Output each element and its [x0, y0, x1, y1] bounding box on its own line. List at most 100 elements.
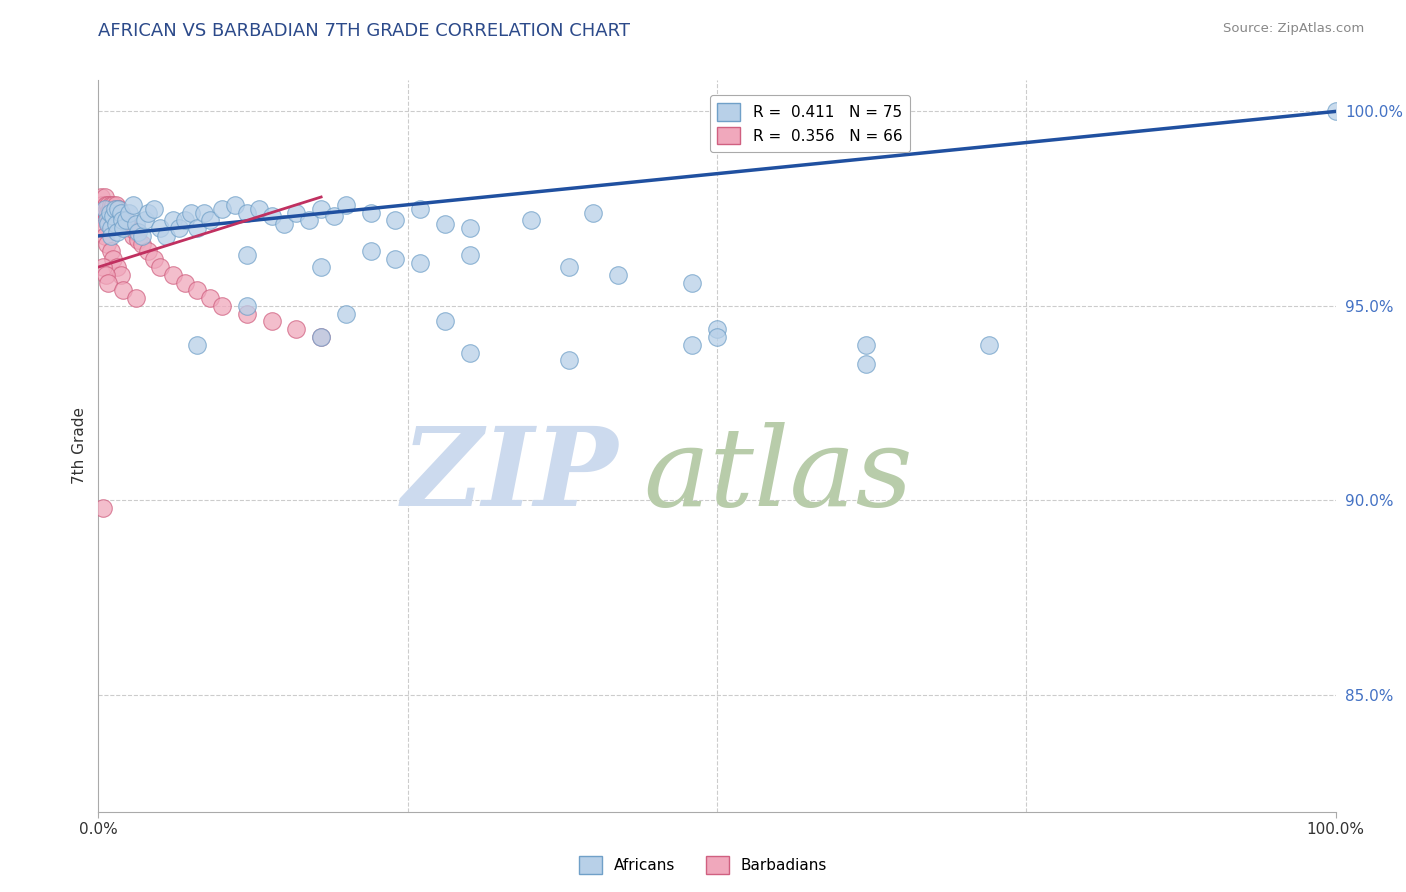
- Point: [105, 202, 128, 216]
- Point: [118, 221, 141, 235]
- Point: [94, 268, 117, 282]
- Point: [167, 221, 190, 235]
- Point: [136, 205, 159, 219]
- Point: [97, 217, 120, 231]
- Point: [112, 284, 135, 298]
- Point: [174, 213, 197, 227]
- Point: [100, 228, 122, 243]
- Point: [285, 322, 308, 336]
- Point: [114, 213, 136, 227]
- Point: [100, 205, 122, 219]
- Point: [97, 198, 120, 212]
- Point: [384, 252, 406, 267]
- Point: [100, 198, 122, 212]
- Point: [105, 210, 128, 224]
- Point: [107, 205, 129, 219]
- Point: [93, 202, 115, 216]
- Point: [198, 291, 221, 305]
- Point: [93, 228, 115, 243]
- Point: [979, 338, 1001, 352]
- Point: [110, 268, 132, 282]
- Point: [186, 221, 208, 235]
- Point: [98, 205, 121, 219]
- Point: [136, 244, 159, 259]
- Point: [104, 198, 127, 212]
- Point: [101, 202, 124, 216]
- Point: [211, 202, 233, 216]
- Point: [97, 205, 120, 219]
- Point: [103, 198, 125, 212]
- Point: [298, 213, 321, 227]
- Point: [124, 217, 146, 231]
- Point: [149, 221, 172, 235]
- Point: [681, 276, 703, 290]
- Point: [273, 217, 295, 231]
- Point: [143, 202, 166, 216]
- Point: [458, 248, 481, 262]
- Point: [122, 228, 145, 243]
- Point: [127, 225, 149, 239]
- Point: [93, 190, 115, 204]
- Point: [122, 198, 145, 212]
- Point: [360, 205, 382, 219]
- Point: [260, 314, 283, 328]
- Point: [236, 299, 259, 313]
- Point: [335, 307, 357, 321]
- Point: [96, 236, 118, 251]
- Point: [112, 221, 135, 235]
- Point: [458, 221, 481, 235]
- Point: [322, 210, 344, 224]
- Point: [236, 307, 259, 321]
- Point: [103, 202, 125, 216]
- Point: [112, 213, 135, 227]
- Point: [127, 233, 149, 247]
- Point: [96, 213, 118, 227]
- Text: AFRICAN VS BARBADIAN 7TH GRADE CORRELATION CHART: AFRICAN VS BARBADIAN 7TH GRADE CORRELATI…: [98, 22, 630, 40]
- Text: atlas: atlas: [643, 422, 912, 529]
- Point: [384, 213, 406, 227]
- Point: [681, 338, 703, 352]
- Point: [98, 202, 121, 216]
- Point: [360, 244, 382, 259]
- Point: [118, 205, 141, 219]
- Point: [706, 322, 728, 336]
- Point: [124, 291, 146, 305]
- Point: [93, 202, 115, 216]
- Point: [155, 228, 177, 243]
- Point: [94, 213, 117, 227]
- Point: [105, 225, 128, 239]
- Point: [174, 276, 197, 290]
- Point: [409, 202, 432, 216]
- Point: [131, 236, 153, 251]
- Point: [97, 276, 120, 290]
- Point: [211, 299, 233, 313]
- Point: [103, 202, 125, 216]
- Point: [93, 210, 115, 224]
- Point: [93, 202, 115, 216]
- Point: [103, 210, 125, 224]
- Point: [309, 202, 332, 216]
- Point: [162, 268, 184, 282]
- Point: [706, 330, 728, 344]
- Point: [260, 210, 283, 224]
- Point: [131, 228, 153, 243]
- Point: [186, 284, 208, 298]
- Point: [100, 244, 122, 259]
- Point: [93, 501, 115, 516]
- Text: ZIP: ZIP: [402, 422, 619, 529]
- Point: [110, 205, 132, 219]
- Point: [103, 252, 125, 267]
- Point: [91, 198, 114, 212]
- Point: [582, 205, 605, 219]
- Point: [96, 202, 118, 216]
- Point: [98, 210, 121, 224]
- Point: [94, 198, 117, 212]
- Point: [180, 205, 202, 219]
- Point: [193, 205, 215, 219]
- Point: [107, 213, 129, 227]
- Point: [111, 213, 134, 227]
- Point: [236, 205, 259, 219]
- Point: [458, 345, 481, 359]
- Point: [101, 210, 124, 224]
- Legend: R =  0.411   N = 75, R =  0.356   N = 66: R = 0.411 N = 75, R = 0.356 N = 66: [710, 95, 910, 152]
